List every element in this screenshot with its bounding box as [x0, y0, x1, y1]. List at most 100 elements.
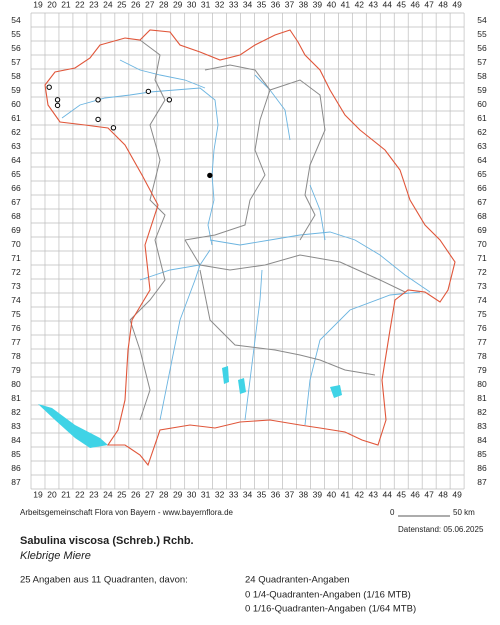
record-point	[145, 88, 152, 95]
row-label: 63	[11, 141, 21, 151]
column-label: 26	[131, 0, 141, 9]
row-label: 65	[11, 169, 21, 179]
column-label: 49	[452, 0, 462, 9]
row-label: 57	[11, 57, 21, 67]
map-shapes	[38, 29, 456, 467]
row-label: 82	[11, 407, 21, 417]
row-label: 66	[477, 183, 487, 193]
column-label: 28	[159, 0, 169, 9]
row-label: 77	[477, 337, 487, 347]
row-label: 75	[477, 309, 487, 319]
column-label: 34	[243, 489, 253, 499]
column-label: 42	[355, 489, 365, 499]
row-label: 79	[11, 365, 21, 375]
lake	[222, 366, 229, 384]
column-label: 36	[271, 0, 281, 9]
row-label: 71	[11, 253, 21, 263]
record-point	[46, 84, 52, 90]
row-label: 86	[11, 463, 21, 473]
column-label: 23	[89, 489, 99, 499]
row-label: 80	[11, 379, 21, 389]
row-label: 86	[477, 463, 487, 473]
row-label: 76	[11, 323, 21, 333]
record-point	[166, 97, 173, 103]
record-point	[54, 97, 61, 103]
row-label: 68	[477, 211, 487, 221]
row-label: 82	[477, 407, 487, 417]
row-label: 84	[11, 435, 21, 445]
row-label: 72	[11, 267, 21, 277]
lake	[38, 404, 108, 448]
row-label: 64	[11, 155, 21, 165]
record-point	[110, 125, 117, 131]
column-label: 45	[396, 0, 406, 9]
row-label: 73	[11, 281, 21, 291]
row-label: 76	[477, 323, 487, 333]
river	[309, 184, 326, 241]
scale-end: 50 km	[453, 508, 475, 517]
row-label: 64	[477, 155, 487, 165]
row-label: 54	[477, 15, 487, 25]
column-label: 33	[229, 0, 239, 9]
border	[184, 64, 271, 241]
column-label: 41	[341, 489, 351, 499]
row-label: 85	[11, 449, 21, 459]
river	[61, 87, 219, 246]
lake	[330, 385, 342, 398]
row-label: 74	[11, 295, 21, 305]
column-label: 21	[61, 489, 71, 499]
column-label: 39	[313, 0, 323, 9]
column-label: 44	[383, 0, 393, 9]
column-label: 20	[47, 0, 57, 9]
row-label: 69	[11, 225, 21, 235]
row-label: 57	[477, 57, 487, 67]
column-label: 46	[410, 489, 420, 499]
row-label: 84	[477, 435, 487, 445]
row-label: 69	[477, 225, 487, 235]
district-borders	[129, 39, 406, 421]
record-point	[54, 102, 61, 109]
row-label: 67	[11, 197, 21, 207]
river	[304, 291, 421, 426]
row-label: 83	[11, 421, 21, 431]
row-label: 60	[11, 99, 21, 109]
column-label: 47	[424, 489, 434, 499]
column-label: 31	[201, 489, 211, 499]
row-label: 81	[11, 393, 21, 403]
records	[46, 84, 213, 179]
column-label: 45	[396, 489, 406, 499]
row-label: 59	[11, 85, 21, 95]
column-label: 39	[313, 489, 323, 499]
column-label: 48	[438, 0, 448, 9]
column-label: 44	[383, 489, 393, 499]
row-label: 66	[11, 183, 21, 193]
column-label: 42	[355, 0, 365, 9]
row-label: 56	[477, 43, 487, 53]
axis-labels: 19 19 20 20 21 21 22 22 23 23 24 24 25 25 26 26 27 27 28 28…	[11, 0, 487, 499]
row-label: 87	[11, 477, 21, 487]
row-label: 55	[477, 29, 487, 39]
grid	[30, 12, 465, 490]
river	[159, 264, 201, 421]
column-label: 22	[75, 0, 85, 9]
column-label: 22	[75, 489, 85, 499]
border	[129, 39, 166, 321]
state-border	[44, 29, 456, 467]
row-label: 72	[477, 267, 487, 277]
column-label: 41	[341, 0, 351, 9]
row-label: 65	[477, 169, 487, 179]
row-label: 77	[11, 337, 21, 347]
column-label: 19	[33, 0, 43, 9]
row-label: 74	[477, 295, 487, 305]
row-label: 85	[477, 449, 487, 459]
summary: 25 Angaben aus 11 Quadranten, davon:	[20, 575, 188, 586]
column-label: 29	[173, 489, 183, 499]
row-label: 54	[11, 15, 21, 25]
river	[119, 59, 206, 89]
column-label: 32	[215, 489, 225, 499]
column-label: 30	[187, 489, 197, 499]
river	[244, 269, 263, 421]
row-label: 80	[477, 379, 487, 389]
lake	[238, 378, 246, 394]
column-label: 29	[173, 0, 183, 9]
